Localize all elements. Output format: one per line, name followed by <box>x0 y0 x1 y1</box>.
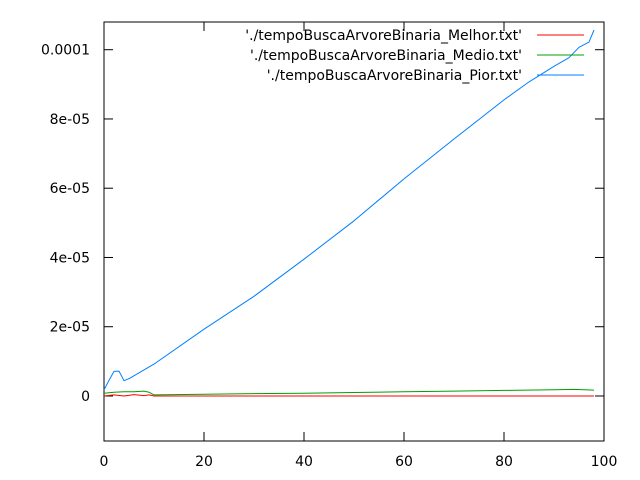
legend-label: './tempoBuscaArvoreBinaria_Melhor.txt' <box>245 28 522 44</box>
legend: './tempoBuscaArvoreBinaria_Melhor.txt' '.… <box>245 28 584 84</box>
series-lines <box>103 29 595 397</box>
plot-frame <box>103 21 605 442</box>
y-tick-label: 4e-05 <box>50 250 90 266</box>
y-tick-label: 6e-05 <box>50 181 90 197</box>
x-tick-label: 60 <box>395 454 413 470</box>
x-tick-label: 20 <box>195 454 213 470</box>
x-tick-label: 40 <box>295 454 313 470</box>
x-tick-label: 80 <box>495 454 513 470</box>
series-line-1 <box>103 388 595 396</box>
y-tick-label: 0 <box>81 389 90 405</box>
x-tick-label: 0 <box>100 454 109 470</box>
x-tick-label: 100 <box>591 454 618 470</box>
y-tick-label: 2e-05 <box>50 320 90 336</box>
y-tick-label: 0.0001 <box>41 43 90 59</box>
series-line-2 <box>103 29 595 391</box>
y-axis-ticks: 0 2e-05 4e-05 6e-05 8e-05 0.0001 <box>41 43 604 405</box>
legend-label: './tempoBuscaArvoreBinaria_Medio.txt' <box>250 48 522 64</box>
y-tick-label: 8e-05 <box>50 112 90 128</box>
x-axis-ticks: 0 20 40 60 80 100 <box>100 22 618 470</box>
series-line-0 <box>103 394 594 397</box>
legend-label: './tempoBuscaArvoreBinaria_Pior.txt' <box>267 68 522 84</box>
